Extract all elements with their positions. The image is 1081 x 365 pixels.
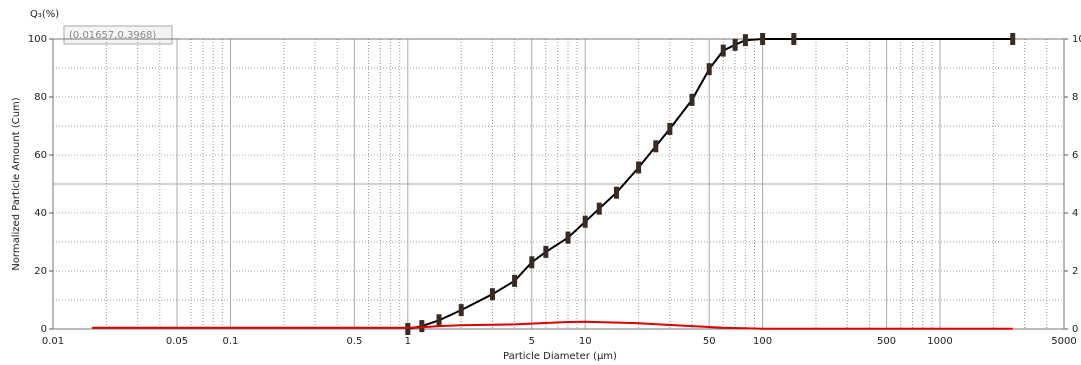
marker (582, 215, 588, 228)
x-tick-label: 0.1 (222, 336, 238, 347)
series-line (91, 320, 1013, 330)
y2-tick-label: 0 (1072, 324, 1078, 335)
x-tick-label: 0.5 (346, 336, 362, 347)
x-axis-label: Particle Diameter (µm) (503, 351, 617, 362)
marker (732, 38, 738, 51)
x-tick-label: 1000 (927, 336, 952, 347)
y2-tick-label: 8 (1072, 92, 1078, 103)
marker (689, 93, 695, 106)
marker (636, 161, 642, 174)
chart-title: Q₃(%) (30, 9, 59, 20)
marker (436, 314, 442, 327)
x-tick-label: 500 (877, 336, 896, 347)
marker (512, 274, 518, 287)
y2-tick-label: 6 (1072, 150, 1078, 161)
marker (742, 34, 748, 47)
marker (529, 256, 535, 269)
tooltip: (0.01657,0.3968) (69, 30, 156, 41)
marker (667, 122, 673, 135)
marker (419, 320, 425, 333)
y-tick-label: 80 (34, 92, 47, 103)
x-tick-label: 5000 (1051, 336, 1076, 347)
x-tick-label: 100 (753, 336, 772, 347)
marker (706, 63, 712, 76)
y-tick-label: 100 (28, 34, 47, 45)
x-tick-label: 1 (405, 336, 411, 347)
plot-frame (52, 38, 1065, 330)
x-tick-label: 10 (579, 336, 592, 347)
x-tick-label: 0.01 (42, 336, 64, 347)
y2-tick-label: 2 (1072, 266, 1078, 277)
marker (613, 186, 619, 199)
x-tick-label: 50 (703, 336, 716, 347)
y-axis-label: Normalized Particle Amount (Cum) (11, 97, 22, 270)
x-tick-label: 5 (529, 336, 535, 347)
marker (760, 33, 766, 45)
marker (596, 202, 602, 215)
marker (720, 44, 726, 57)
marker (1010, 33, 1016, 45)
marker (653, 140, 659, 153)
y-tick-label: 40 (34, 208, 47, 219)
marker (405, 323, 411, 335)
y2-tick-label: 4 (1072, 208, 1078, 219)
marker (791, 33, 797, 45)
y2-tick-label: 10 (1072, 34, 1081, 45)
y-tick-label: 20 (34, 266, 47, 277)
marker (565, 231, 571, 244)
marker (489, 288, 495, 301)
y-tick-label: 0 (41, 324, 47, 335)
x-tick-label: 0.05 (166, 336, 188, 347)
marker (458, 304, 464, 317)
marker (543, 245, 549, 258)
y-tick-label: 60 (34, 150, 47, 161)
